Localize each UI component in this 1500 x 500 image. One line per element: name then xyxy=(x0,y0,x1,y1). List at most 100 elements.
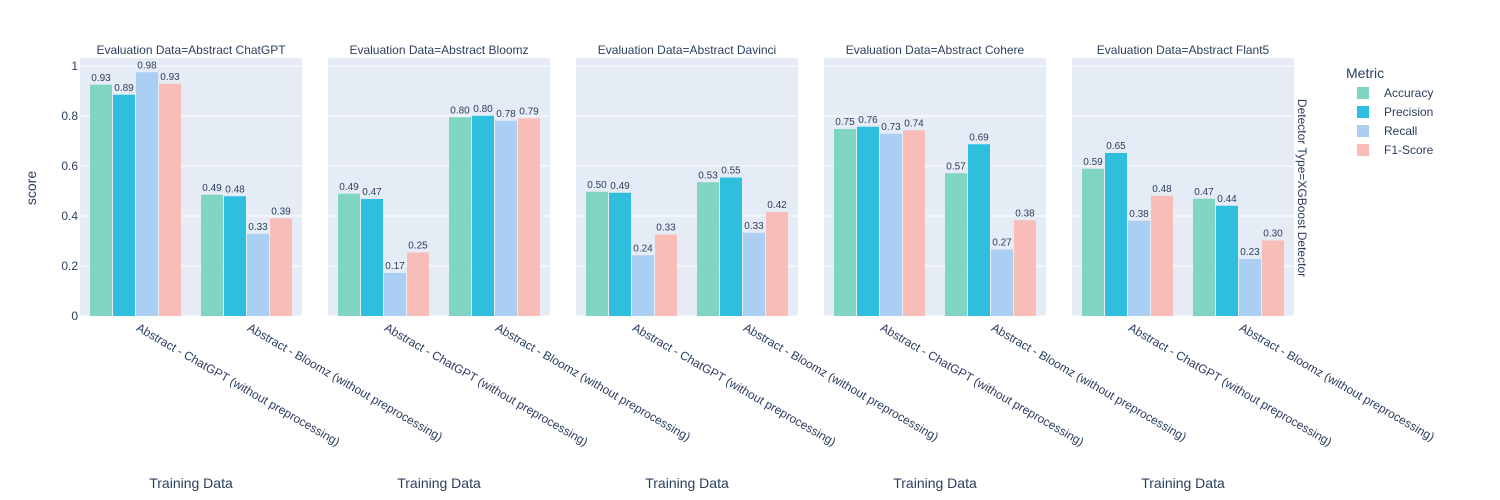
bar-value-label: 0.80 xyxy=(473,104,493,115)
bar xyxy=(697,182,719,316)
facet-panel: Evaluation Data=Abstract Flant5 0.590.65 0… xyxy=(1072,43,1437,491)
x-tick-label: Abstract - ChatGPT (without preprocessin… xyxy=(134,320,342,448)
bar xyxy=(247,233,269,316)
bar-value-label: 0.47 xyxy=(362,187,382,198)
bar-value-label: 0.74 xyxy=(904,118,924,129)
bar xyxy=(338,193,360,316)
bar-value-label: 0.33 xyxy=(744,221,764,232)
bar xyxy=(384,273,406,316)
bar xyxy=(632,255,654,316)
bar-value-label: 0.78 xyxy=(496,109,516,120)
bar xyxy=(609,192,631,316)
y-tick-label: 1 xyxy=(71,59,78,73)
bar-value-label: 0.57 xyxy=(946,161,966,172)
bar-value-label: 0.42 xyxy=(767,200,787,211)
legend-item: Recall xyxy=(1357,124,1417,138)
facet-title: Evaluation Data=Abstract Davinci xyxy=(598,43,776,57)
legend-item: Accuracy xyxy=(1357,86,1433,100)
bar-value-label: 0.59 xyxy=(1083,157,1103,168)
bar xyxy=(1262,240,1284,316)
bar-value-label: 0.49 xyxy=(339,182,359,193)
bar-value-label: 0.39 xyxy=(271,206,291,217)
bar xyxy=(113,94,135,316)
bar-value-label: 0.48 xyxy=(1152,184,1172,195)
bar xyxy=(518,118,540,316)
bar xyxy=(720,177,742,316)
bar xyxy=(472,115,494,316)
bar xyxy=(1151,195,1173,316)
bar-value-label: 0.53 xyxy=(698,170,718,181)
bar-value-label: 0.80 xyxy=(450,105,470,116)
bar xyxy=(90,84,112,316)
bar-value-label: 0.33 xyxy=(248,222,268,233)
y-tick-label: 0.8 xyxy=(61,109,78,123)
bar xyxy=(1193,198,1215,316)
facet-title: Evaluation Data=Abstract Bloomz xyxy=(349,43,528,57)
legend-label: Recall xyxy=(1384,124,1417,138)
bar xyxy=(201,194,223,316)
bar xyxy=(1216,205,1238,316)
bar-value-label: 0.25 xyxy=(408,241,428,252)
x-tick-label: Abstract - Bloomz (without preprocessing… xyxy=(1237,320,1437,444)
bar-value-label: 0.30 xyxy=(1263,229,1283,240)
legend-swatch xyxy=(1357,144,1369,156)
bar xyxy=(857,126,879,316)
bar xyxy=(834,129,856,316)
y-tick-label: 0.4 xyxy=(61,209,78,223)
legend-title: Metric xyxy=(1346,65,1384,81)
bar xyxy=(1239,259,1261,316)
axis-layer: score Detector Type=XGBoost Detector xyxy=(23,99,1309,277)
bar-value-label: 0.33 xyxy=(656,223,676,234)
bar-value-label: 0.44 xyxy=(1217,194,1237,205)
bar-value-label: 0.24 xyxy=(633,243,653,254)
bar xyxy=(159,83,181,316)
x-axis-title: Training Data xyxy=(893,475,977,491)
bar xyxy=(407,252,429,316)
legend: Metric Accuracy Precision Recall F1-Score xyxy=(1346,65,1434,157)
bar-value-label: 0.98 xyxy=(137,60,157,71)
row-facet-title: Detector Type=XGBoost Detector xyxy=(1295,99,1309,277)
bar-value-label: 0.17 xyxy=(385,261,405,272)
bar-value-label: 0.69 xyxy=(969,132,989,143)
legend-item: F1-Score xyxy=(1357,143,1434,157)
bar xyxy=(1014,220,1036,316)
bar xyxy=(1082,168,1104,316)
bar xyxy=(945,173,967,316)
bar-value-label: 0.50 xyxy=(587,180,607,191)
x-axis-title: Training Data xyxy=(1141,475,1225,491)
x-axis-title: Training Data xyxy=(645,475,729,491)
bar-value-label: 0.48 xyxy=(225,184,245,195)
bar-value-label: 0.23 xyxy=(1240,247,1260,258)
y-tick-label: 0.6 xyxy=(61,159,78,173)
bar xyxy=(655,234,677,316)
bar xyxy=(449,117,471,316)
bar xyxy=(968,144,990,316)
facet-title: Evaluation Data=Abstract ChatGPT xyxy=(96,43,286,57)
bar-value-label: 0.49 xyxy=(202,183,222,194)
bar xyxy=(361,199,383,316)
facets-layer: Evaluation Data=Abstract ChatGPT 0 0.2 0.4 0… xyxy=(61,43,1437,491)
bar-value-label: 0.89 xyxy=(114,83,134,94)
bar xyxy=(1128,220,1150,316)
bar-value-label: 0.27 xyxy=(992,238,1012,249)
bar xyxy=(224,196,246,316)
bar xyxy=(270,218,292,316)
bar-value-label: 0.65 xyxy=(1106,141,1126,152)
legend-label: F1-Score xyxy=(1384,143,1434,157)
facet-title: Evaluation Data=Abstract Cohere xyxy=(846,43,1025,57)
bar xyxy=(1105,153,1127,316)
bar xyxy=(903,130,925,316)
legend-label: Precision xyxy=(1384,105,1433,119)
bar-value-label: 0.38 xyxy=(1015,208,1035,219)
y-tick-label: 0 xyxy=(71,309,78,323)
legend-item: Precision xyxy=(1357,105,1433,119)
bar-value-label: 0.73 xyxy=(881,122,901,133)
bar xyxy=(991,249,1013,316)
x-axis-title: Training Data xyxy=(149,475,233,491)
bar-value-label: 0.75 xyxy=(835,117,855,128)
bar-value-label: 0.55 xyxy=(721,166,741,177)
bar xyxy=(495,120,517,316)
bar-value-label: 0.76 xyxy=(858,115,878,126)
y-tick-label: 0.2 xyxy=(61,259,78,273)
